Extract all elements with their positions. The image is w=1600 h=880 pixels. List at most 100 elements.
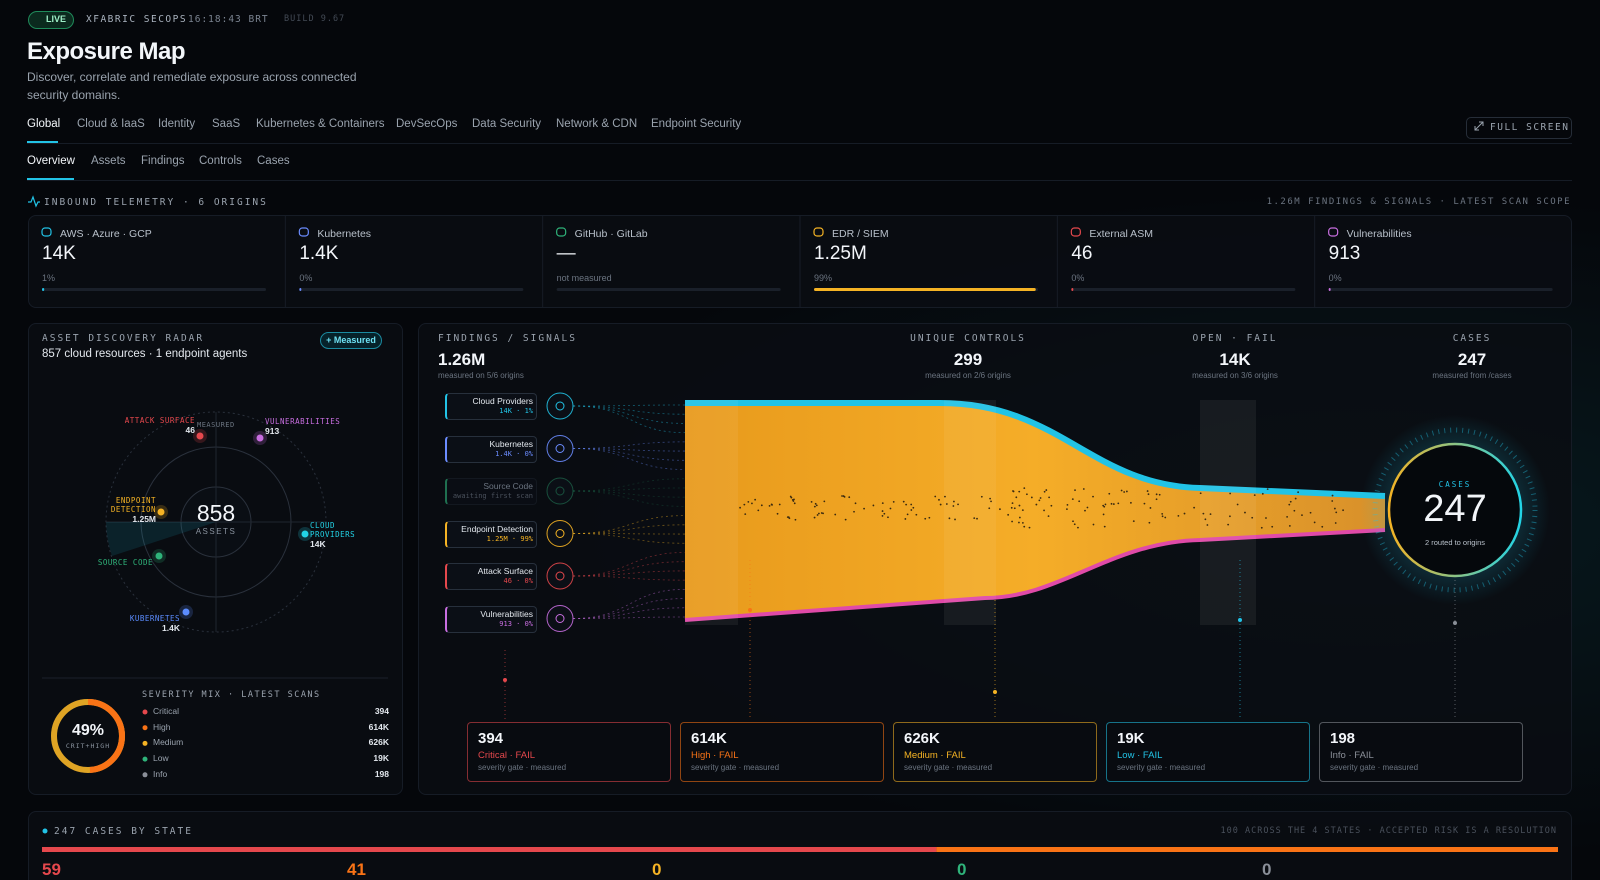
tab[interactable]: Data Security <box>472 118 542 130</box>
particle <box>924 517 927 520</box>
particle <box>1010 506 1013 509</box>
gate-value: 19K <box>1117 730 1145 747</box>
state-value: 0 <box>652 860 662 879</box>
kpi-label: OPEN · FAIL <box>1192 333 1278 344</box>
gate-note: severity gate · measured <box>1330 763 1419 772</box>
particle <box>1251 516 1254 519</box>
particle <box>1148 521 1151 524</box>
severity-name: Low <box>153 753 169 764</box>
subtab[interactable]: Findings <box>141 155 185 167</box>
flow-link <box>572 448 686 470</box>
badge-label: + Measured <box>326 335 376 345</box>
full-screen-button[interactable] <box>1466 117 1572 139</box>
progress-bar <box>42 288 45 291</box>
severity-name: Info <box>153 768 168 779</box>
cases-label: CASES <box>1438 480 1472 489</box>
origin-value: 913 <box>1328 243 1361 264</box>
particle <box>813 505 816 508</box>
subtab[interactable]: Cases <box>257 155 290 167</box>
flow-link <box>572 561 686 577</box>
particle <box>743 503 746 506</box>
tab[interactable]: Global <box>27 118 61 130</box>
origin-icon <box>298 227 309 237</box>
flow-link <box>572 441 686 449</box>
state-segment <box>936 847 1558 852</box>
donut-value <box>51 699 125 773</box>
gate-note: severity gate · measured <box>1117 763 1206 772</box>
particle <box>892 500 895 503</box>
state-value: 59 <box>42 860 61 879</box>
particle <box>1229 515 1231 518</box>
particle <box>1265 517 1267 519</box>
particle <box>1035 503 1038 506</box>
particle <box>841 495 843 497</box>
particle <box>939 503 942 506</box>
source-name: Endpoint Detection <box>461 523 533 534</box>
particle <box>853 510 855 513</box>
legend-dot <box>142 740 148 746</box>
progress-bar <box>1071 288 1074 291</box>
particle <box>1077 526 1079 529</box>
measured-tag: MEASURED <box>197 421 235 429</box>
ring-ticks <box>1372 427 1538 593</box>
ring-core <box>1387 442 1523 578</box>
tab[interactable]: Kubernetes & Containers <box>256 118 385 130</box>
particle <box>1050 504 1053 507</box>
tab[interactable]: SaaS <box>212 118 241 130</box>
subtab[interactable]: Controls <box>199 155 242 167</box>
tab[interactable]: Network & CDN <box>556 118 638 130</box>
tab[interactable]: Cloud & IaaS <box>77 118 145 130</box>
particle <box>1102 513 1105 516</box>
states-dot <box>42 828 48 834</box>
radar-sweep <box>106 522 216 556</box>
donut-caption: CRIT+HIGH <box>65 742 111 750</box>
particle <box>1309 511 1312 514</box>
particle <box>834 513 837 516</box>
particle <box>1333 507 1336 510</box>
particle <box>887 516 889 519</box>
particle <box>1066 508 1068 510</box>
flow-link <box>572 405 686 434</box>
source-name: Vulnerabilities <box>480 608 533 619</box>
source-detail: 1.4K · 0% <box>495 449 533 458</box>
kpi-note: measured on 3/6 origins <box>1192 371 1278 380</box>
particle <box>810 500 813 503</box>
tab[interactable]: Identity <box>158 118 196 130</box>
particle <box>776 512 779 515</box>
particle <box>1073 523 1076 526</box>
flow-link <box>572 533 686 544</box>
state-value: 0 <box>1262 860 1272 879</box>
particle <box>957 503 959 506</box>
source-icon <box>546 520 574 547</box>
states-title: 247 CASES BY STATE <box>54 826 193 837</box>
particle <box>915 513 918 516</box>
source-icon <box>546 435 574 462</box>
source-detail: awaiting first scan <box>452 492 533 500</box>
tab[interactable]: DevSecOps <box>396 118 458 130</box>
severity-name: Medium <box>153 737 184 748</box>
source-name: Attack Surface <box>477 566 533 576</box>
subtab[interactable]: Assets <box>91 155 126 167</box>
particle <box>1147 493 1150 496</box>
subtab[interactable]: Overview <box>27 155 75 167</box>
particle <box>881 502 884 505</box>
tab[interactable]: Endpoint Security <box>651 118 742 130</box>
particle <box>1030 496 1033 499</box>
funnel <box>685 403 1385 620</box>
gate-box <box>1319 722 1523 782</box>
gate-value: 626K <box>904 730 940 747</box>
particle <box>1104 503 1107 506</box>
origin-name: External ASM <box>1089 228 1153 240</box>
particle <box>1236 503 1239 506</box>
particle <box>1043 490 1046 493</box>
particle <box>1117 502 1120 505</box>
gate-value: 394 <box>478 730 504 747</box>
particle <box>1301 514 1303 517</box>
particle <box>757 509 760 512</box>
origin-icon <box>813 227 824 237</box>
gate-label: Critical · FAIL <box>478 750 536 761</box>
particle <box>1120 489 1123 492</box>
particle <box>1021 521 1024 524</box>
particle <box>1288 525 1291 527</box>
